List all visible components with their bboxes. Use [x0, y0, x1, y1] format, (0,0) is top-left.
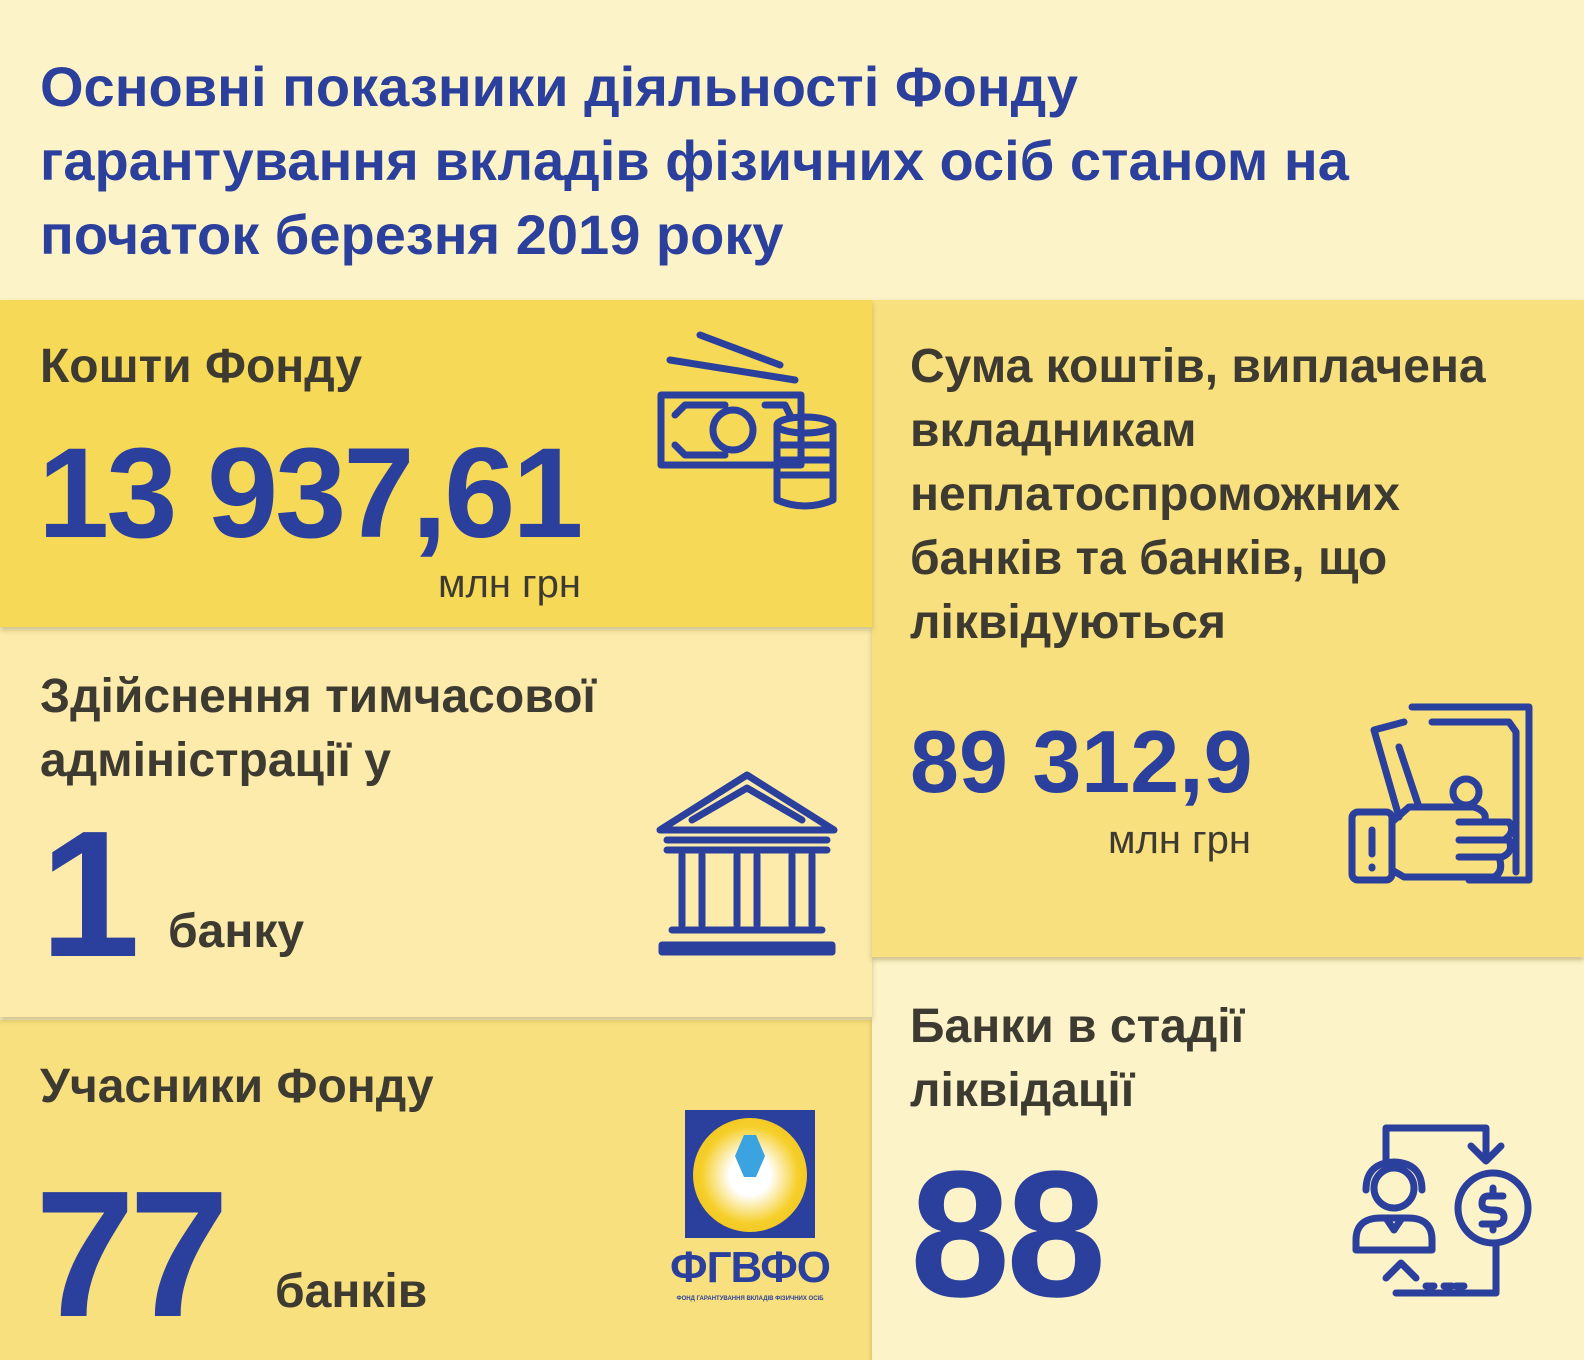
person-exchange-icon — [1352, 1124, 1532, 1297]
hand-money-icon — [1348, 703, 1533, 884]
page-title: Основні показники діяльності Фонду гаран… — [40, 55, 1349, 266]
liquidation-panel: Банки в стадії ліквідації 88 — [872, 960, 1584, 1360]
temp-admin-value: 1 — [40, 794, 141, 995]
funds-panel: Кошти Фонду 13 937,61 млн грн — [0, 300, 872, 627]
funds-unit: млн грн — [438, 562, 581, 606]
members-unit: банків — [275, 1265, 428, 1318]
liquidation-value: 88 — [910, 1134, 1106, 1335]
paid-label: Сума коштів, виплачена вкладникам неплат… — [910, 340, 1486, 649]
fund-logo: ФГВФО ФОНД ГАРАНТУВАННЯ ВКЛАДІВ ФІЗИЧНИХ… — [650, 1110, 850, 1310]
paid-value: 89 312,9 — [910, 712, 1253, 811]
paid-panel: Сума коштів, виплачена вкладникам неплат… — [872, 300, 1584, 957]
money-coins-icon — [657, 331, 837, 510]
paid-unit: млн грн — [1108, 818, 1251, 862]
logo-subtext: ФОНД ГАРАНТУВАННЯ ВКЛАДІВ ФІЗИЧНИХ ОСІБ — [676, 1296, 824, 1302]
temp-admin-panel: Здійснення тимчасової адміністрації у 1 … — [0, 630, 872, 1017]
members-value: 77 — [35, 1154, 229, 1355]
liquidation-label: Банки в стадії ліквідації — [910, 1000, 1245, 1117]
header: Основні показники діяльності Фонду гаран… — [0, 0, 1584, 297]
logo-text: ФГВФО — [670, 1243, 831, 1292]
funds-value: 13 937,61 — [38, 422, 583, 565]
members-label: Учасники Фонду — [40, 1060, 434, 1113]
temp-admin-label: Здійснення тимчасової адміністрації у — [40, 670, 596, 787]
bank-building-icon — [656, 771, 838, 956]
temp-admin-unit: банку — [168, 905, 305, 958]
funds-label: Кошти Фонду — [40, 340, 363, 393]
members-panel: Учасники Фонду 77 банків ФГВФО ФОНД ГАРА… — [0, 1020, 872, 1360]
